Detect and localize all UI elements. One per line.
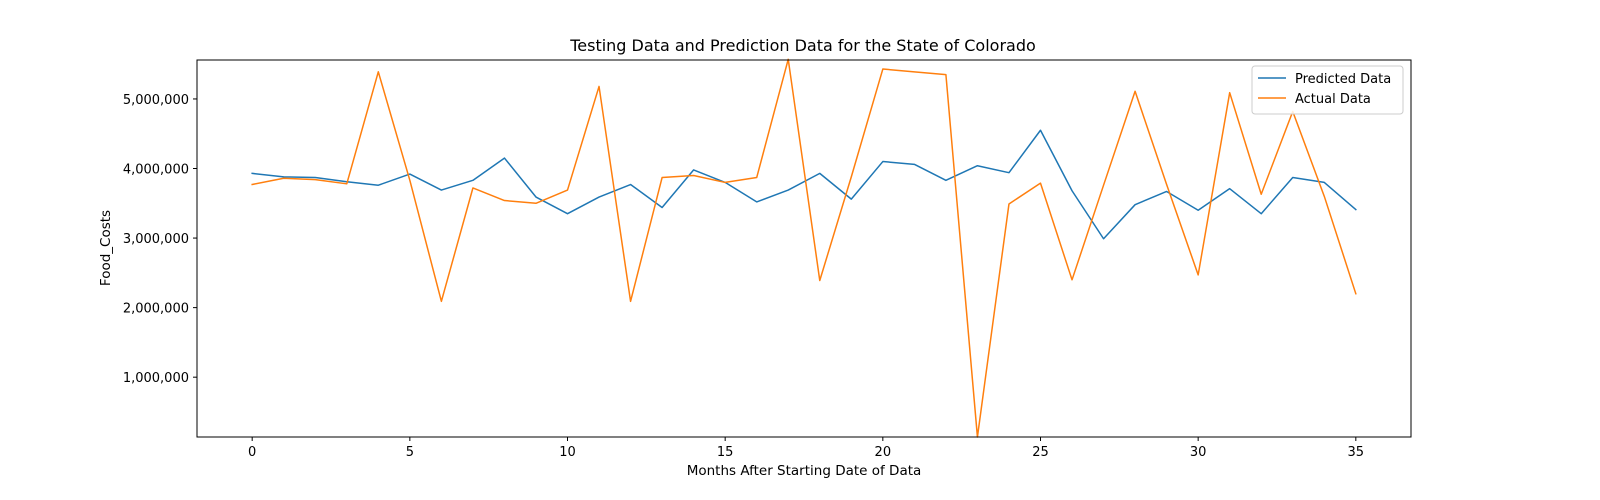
y-tick-label: 2,000,000 [123,302,189,317]
x-tick-label: 20 [875,445,892,460]
x-tick-label: 25 [1032,445,1049,460]
x-tick-label: 10 [559,445,576,460]
y-tick-label: 3,000,000 [123,232,189,247]
y-axis: 1,000,000 2,000,000 3,000,000 4,000,000 5,00… [123,93,197,386]
x-axis-label: Months After Starting Date of Data [687,463,922,479]
x-tick-label: 15 [717,445,734,460]
series-1 [251,58,1357,438]
series-layer [251,58,1357,438]
legend-label: Actual Data [1295,92,1371,107]
y-axis-label: Food_Costs [98,210,114,286]
y-tick-label: 1,000,000 [123,371,189,386]
plot-area-frame [196,59,1412,438]
series-line [251,129,1357,240]
series-0 [251,129,1357,240]
y-tick-label: 4,000,000 [123,163,189,178]
chart-title: Testing Data and Prediction Data for the… [569,36,1036,55]
x-tick-label: 35 [1348,445,1365,460]
x-tick-label: 0 [248,445,256,460]
legend-item: Actual Data [1258,92,1371,107]
series-line [251,58,1357,438]
legend-label: Predicted Data [1295,72,1391,87]
legend-frame [1251,65,1404,115]
legend-item: Predicted Data [1258,72,1391,87]
x-tick-label: 30 [1190,445,1207,460]
y-tick-label: 5,000,000 [123,93,189,108]
x-axis: 0 5 10 15 20 25 30 35 [248,437,1364,460]
legend: Predicted Data Actual Data [1251,65,1404,115]
x-tick-label: 5 [406,445,414,460]
